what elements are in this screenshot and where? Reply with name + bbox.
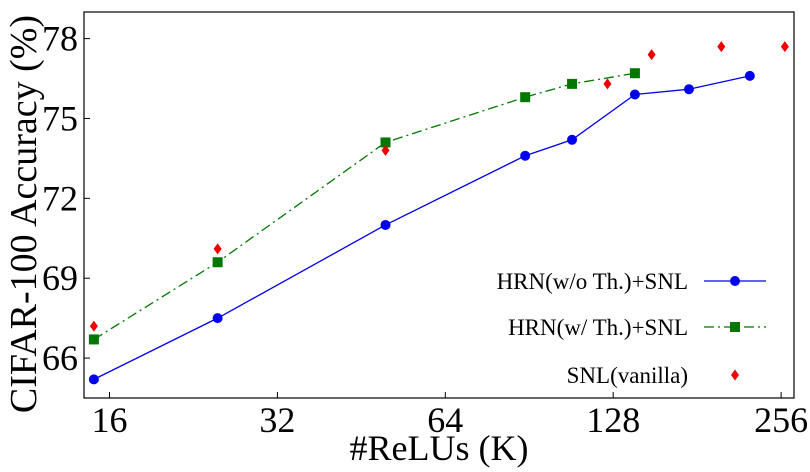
data-point xyxy=(780,41,789,53)
data-point xyxy=(212,257,223,268)
legend-marker xyxy=(730,322,740,332)
x-tick-label: 64 xyxy=(427,400,463,440)
x-axis-ticks: 16 32 64 128 256 xyxy=(92,392,808,440)
data-point xyxy=(683,84,694,95)
data-point xyxy=(380,137,391,148)
data-point xyxy=(567,134,578,145)
y-axis-ticks: 66 69 72 75 78 xyxy=(42,19,90,378)
x-tick-label: 32 xyxy=(259,400,295,440)
x-axis-label: #ReLUs (K) xyxy=(350,428,529,468)
legend-label: HRN(w/ Th.)+SNL xyxy=(508,315,688,340)
y-tick-label: 69 xyxy=(42,258,78,298)
data-point xyxy=(212,313,223,324)
plot-frame xyxy=(83,11,795,399)
data-point xyxy=(603,78,612,90)
legend-label: SNL(vanilla) xyxy=(567,363,688,388)
data-point xyxy=(89,320,98,332)
y-tick-label: 66 xyxy=(42,338,78,378)
x-tick-label: 256 xyxy=(754,400,808,440)
series-1 xyxy=(88,68,640,345)
data-point xyxy=(629,68,640,79)
series-line xyxy=(93,75,750,380)
legend-label: HRN(w/o Th.)+SNL xyxy=(497,269,688,294)
data-point xyxy=(381,144,390,156)
series-line xyxy=(93,72,636,340)
series-2 xyxy=(89,41,789,332)
y-tick-label: 72 xyxy=(42,178,78,218)
data-point xyxy=(88,334,99,345)
data-point xyxy=(88,374,99,385)
data-point xyxy=(520,150,531,161)
data-point xyxy=(647,49,656,61)
data-point xyxy=(380,219,391,230)
legend-marker xyxy=(730,276,740,286)
data-point xyxy=(717,41,726,53)
x-tick-label: 16 xyxy=(92,400,128,440)
y-axis-label: CIFAR-100 Accuracy (%) xyxy=(3,15,45,413)
y-tick-label: 75 xyxy=(42,98,78,138)
series-layer xyxy=(88,41,789,385)
legend: HRN(w/o Th.)+SNL HRN(w/ Th.)+SNL SNL(vanil… xyxy=(497,269,766,388)
y-tick-label: 78 xyxy=(42,19,78,59)
data-point xyxy=(567,78,578,89)
series-0 xyxy=(88,70,755,385)
x-tick-label: 128 xyxy=(586,400,640,440)
data-point xyxy=(213,243,222,255)
legend-marker xyxy=(731,369,739,381)
data-point xyxy=(520,92,531,103)
data-point xyxy=(629,89,640,100)
data-point xyxy=(744,70,755,81)
